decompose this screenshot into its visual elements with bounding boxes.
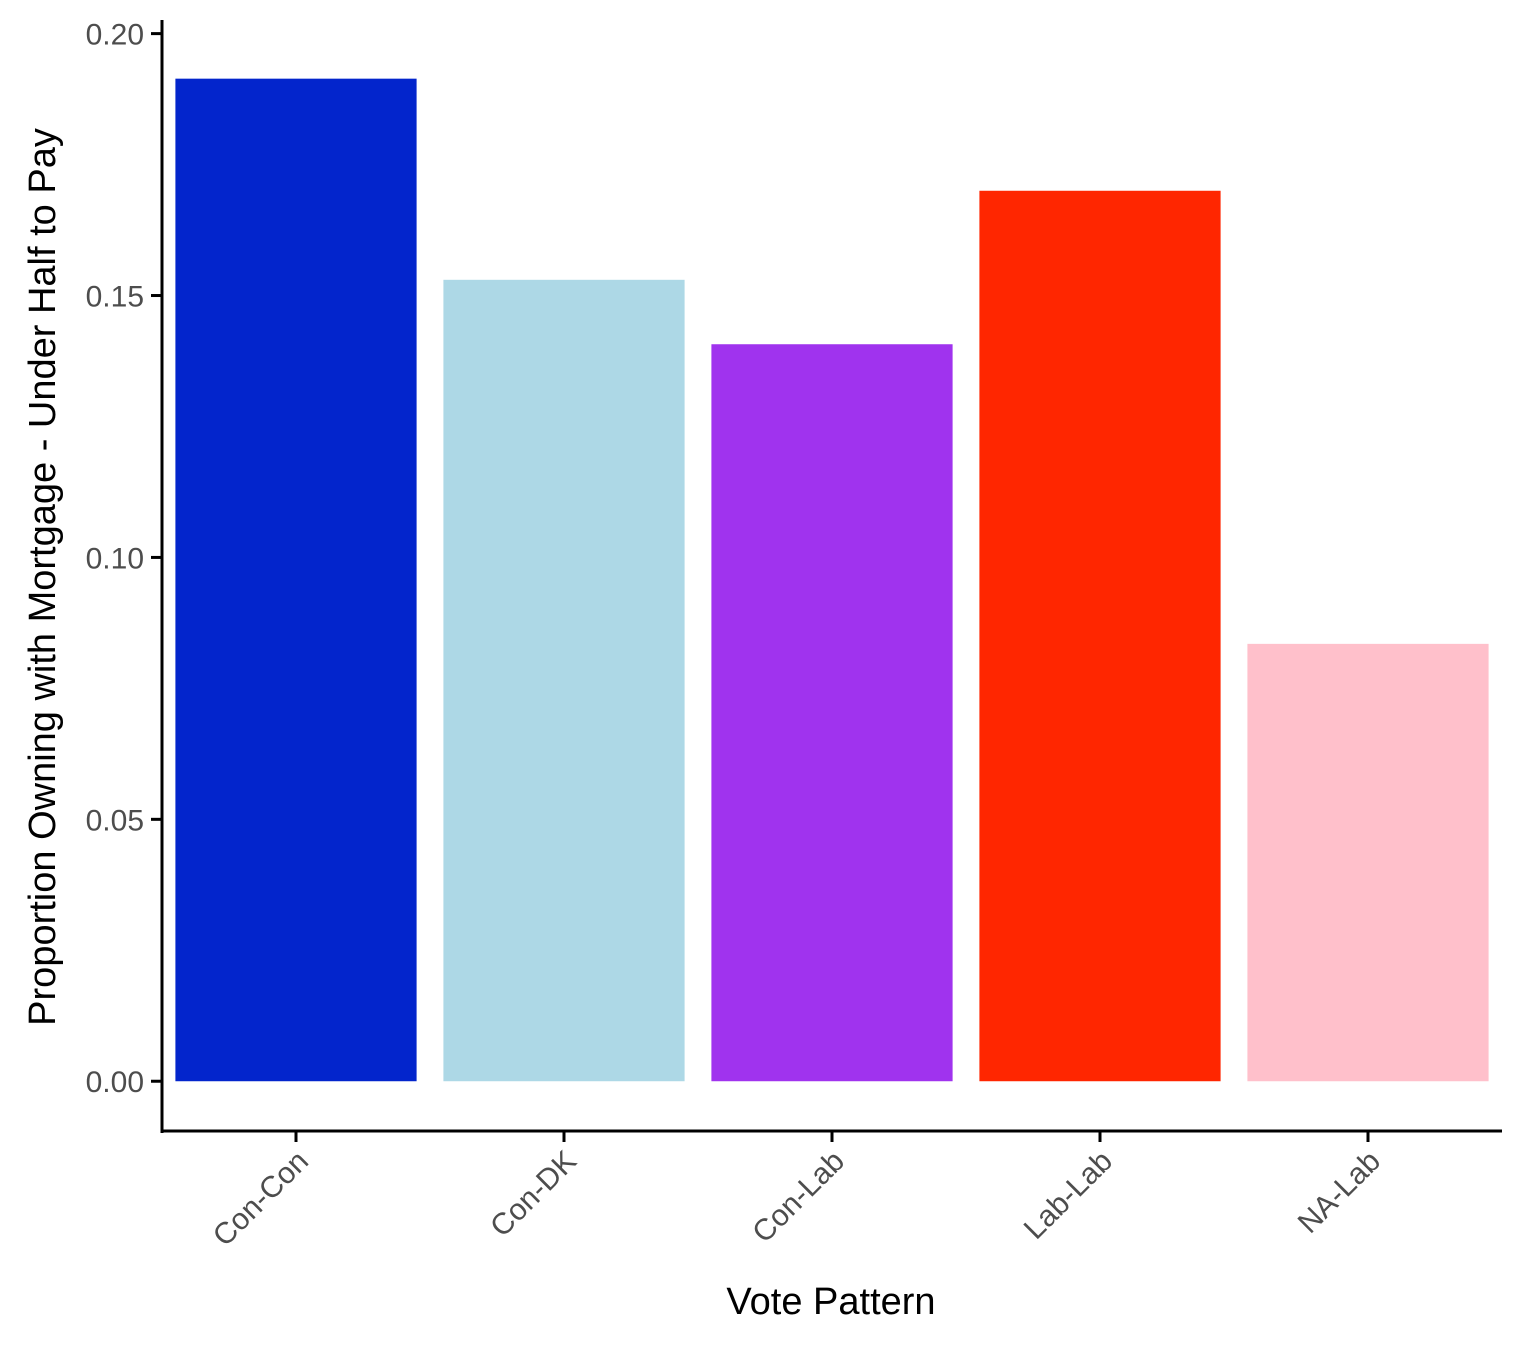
y-axis-title: Proportion Owning with Mortgage - Under … (22, 128, 64, 1026)
y-tick-label: 0.10 (86, 542, 144, 575)
bar-con-lab (711, 344, 953, 1082)
y-tick-label: 0.05 (86, 804, 144, 837)
x-axis-title: Vote Pattern (726, 1281, 935, 1323)
x-tick-label: Con-Lab (746, 1145, 851, 1250)
bar-con-con (175, 78, 417, 1082)
bar-con-dk (443, 279, 685, 1082)
bar-na-lab (1247, 643, 1489, 1082)
x-axis: Con-Con Con-DK Con-Lab Lab-Lab NA-Lab (160, 1129, 1502, 1253)
y-tick-label: 0.00 (86, 1066, 144, 1099)
y-tick-label: 0.15 (86, 281, 144, 314)
x-tick-label: Con-DK (484, 1145, 583, 1244)
bars-group (175, 78, 1489, 1082)
x-tick-label: Con-Con (207, 1145, 315, 1253)
y-axis: 0.00 0.05 0.10 0.15 0.20 (86, 19, 164, 1133)
bar-lab-lab (979, 190, 1221, 1082)
x-tick-label: Lab-Lab (1018, 1145, 1119, 1246)
y-tick-label: 0.20 (86, 19, 144, 52)
x-tick-label: NA-Lab (1292, 1145, 1387, 1240)
